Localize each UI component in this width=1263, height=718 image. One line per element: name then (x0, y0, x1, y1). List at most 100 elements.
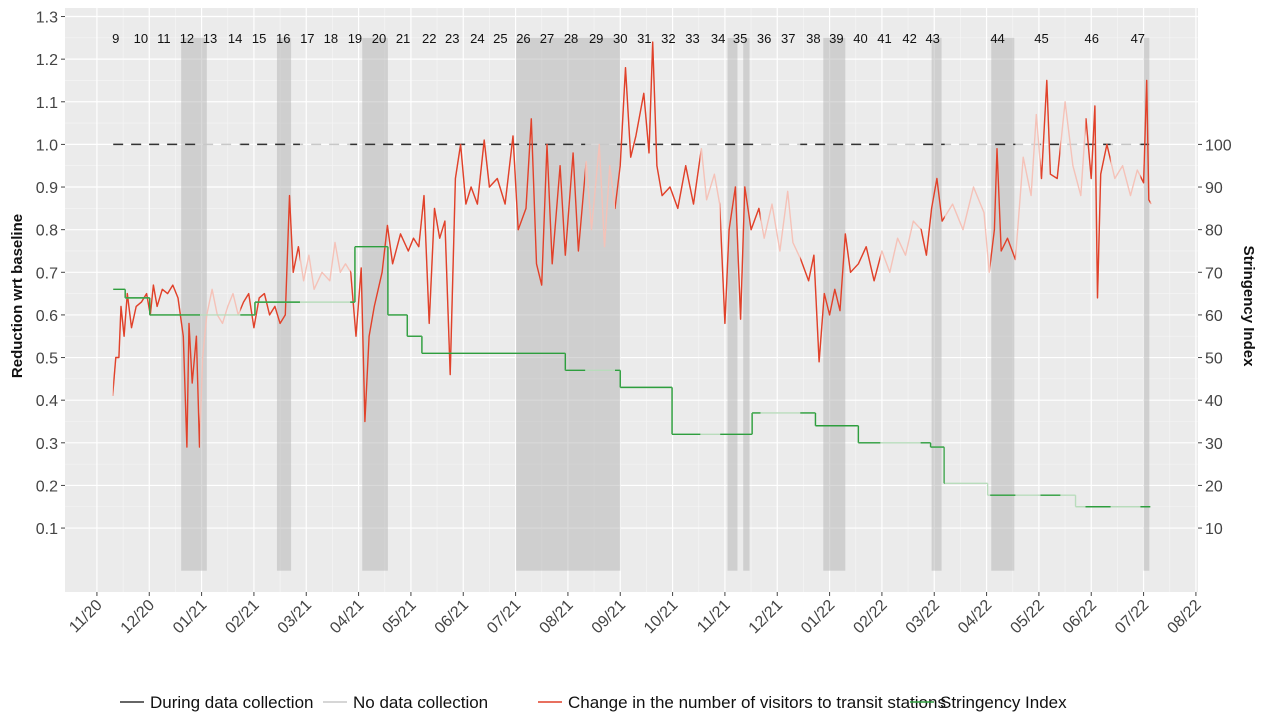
legend-label: During data collection (150, 693, 313, 712)
x-tick-label: 01/21 (170, 597, 210, 637)
x-tick-label: 11/21 (694, 597, 734, 637)
x-tick-label: 09/21 (589, 597, 629, 637)
y2-tick-label: 60 (1205, 308, 1223, 325)
wave-label: 13 (203, 31, 217, 46)
shaded-period (727, 37, 738, 571)
wave-label: 32 (661, 31, 675, 46)
x-tick-label: 12/21 (746, 597, 786, 637)
x-tick-label: 05/21 (379, 597, 419, 637)
y2-axis-title: Stringency Index (1240, 246, 1257, 368)
y2-tick-label: 20 (1205, 478, 1223, 495)
wave-label: 34 (711, 31, 725, 46)
wave-label: 22 (422, 31, 436, 46)
wave-label: 26 (516, 31, 530, 46)
shaded-period (991, 37, 1015, 571)
x-tick-label: 11/20 (66, 597, 106, 637)
wave-label: 45 (1034, 31, 1048, 46)
y2-tick-label: 40 (1205, 393, 1223, 410)
x-tick-label: 04/22 (955, 597, 995, 637)
wave-label: 39 (829, 31, 843, 46)
wave-label: 29 (589, 31, 603, 46)
wave-label: 46 (1085, 31, 1099, 46)
wave-label: 18 (324, 31, 338, 46)
wave-label: 27 (540, 31, 554, 46)
wave-label: 20 (372, 31, 386, 46)
y-tick-label: 0.3 (36, 436, 58, 453)
shaded-period (931, 37, 942, 571)
y2-tick-label: 30 (1205, 436, 1223, 453)
legend-label: Change in the number of visitors to tran… (568, 693, 946, 712)
y2-tick-label: 80 (1205, 223, 1223, 240)
wave-label: 44 (990, 31, 1004, 46)
wave-label: 25 (493, 31, 507, 46)
wave-label: 42 (902, 31, 916, 46)
wave-label: 11 (157, 31, 171, 46)
y-tick-label: 0.2 (36, 478, 58, 495)
x-tick-label: 04/21 (327, 597, 367, 637)
wave-label: 23 (445, 31, 459, 46)
wave-label: 37 (781, 31, 795, 46)
wave-label: 28 (564, 31, 578, 46)
y-axis-title: Reduction wrt baseline (9, 214, 26, 378)
shaded-period (1143, 37, 1150, 571)
wave-label: 30 (613, 31, 627, 46)
y-tick-label: 0.5 (36, 351, 58, 368)
wave-label: 19 (348, 31, 362, 46)
x-tick-label: 06/22 (1060, 597, 1100, 637)
y2-tick-label: 100 (1205, 137, 1232, 154)
wave-label: 14 (228, 31, 242, 46)
y-tick-label: 1.1 (36, 95, 58, 112)
x-tick-label: 01/22 (798, 597, 838, 637)
wave-label: 12 (180, 31, 194, 46)
y-tick-label: 0.8 (36, 223, 58, 240)
wave-label: 38 (806, 31, 820, 46)
y-tick-label: 0.4 (36, 393, 58, 410)
y2-tick-label: 10 (1205, 521, 1223, 538)
y-tick-label: 0.6 (36, 308, 58, 325)
y-tick-label: 0.9 (36, 180, 58, 197)
shaded-period (823, 37, 846, 571)
x-tick-label: 12/20 (118, 597, 158, 637)
legend-label: No data collection (353, 693, 488, 712)
shaded-period (276, 37, 292, 571)
wave-label: 21 (396, 31, 410, 46)
shaded-period (516, 37, 621, 571)
wave-label: 36 (757, 31, 771, 46)
y2-tick-label: 50 (1205, 351, 1223, 368)
legend-label: Stringency Index (940, 693, 1067, 712)
y-tick-label: 0.1 (36, 521, 58, 538)
y2-tick-label: 70 (1205, 265, 1223, 282)
wave-label: 17 (300, 31, 314, 46)
wave-label: 33 (685, 31, 699, 46)
wave-label: 35 (733, 31, 747, 46)
x-tick-label: 06/21 (432, 597, 472, 637)
x-tick-label: 05/22 (1007, 597, 1047, 637)
wave-label: 15 (252, 31, 266, 46)
wave-label: 10 (134, 31, 148, 46)
x-tick-label: 03/22 (903, 597, 943, 637)
wave-label: 41 (877, 31, 891, 46)
y-tick-label: 1.0 (36, 137, 58, 154)
shaded-period (743, 37, 750, 571)
x-tick-label: 02/22 (850, 597, 890, 637)
x-tick-label: 08/21 (536, 597, 576, 637)
wave-label: 16 (276, 31, 290, 46)
x-tick-label: 02/21 (222, 597, 262, 637)
y2-tick-label: 90 (1205, 180, 1223, 197)
y-tick-label: 1.3 (36, 10, 58, 27)
shaded-period (181, 37, 207, 571)
x-tick-label: 10/21 (641, 597, 681, 637)
x-tick-label: 08/22 (1164, 597, 1204, 637)
wave-label: 24 (470, 31, 484, 46)
x-tick-label: 03/21 (275, 597, 315, 637)
wave-label: 47 (1131, 31, 1145, 46)
series-line-faint (111, 41, 1152, 448)
wave-label: 40 (853, 31, 867, 46)
y-tick-label: 0.7 (36, 265, 58, 282)
wave-label: 43 (925, 31, 939, 46)
x-tick-label: 07/22 (1112, 597, 1152, 637)
wave-label: 31 (637, 31, 651, 46)
x-tick-label: 07/21 (484, 597, 524, 637)
